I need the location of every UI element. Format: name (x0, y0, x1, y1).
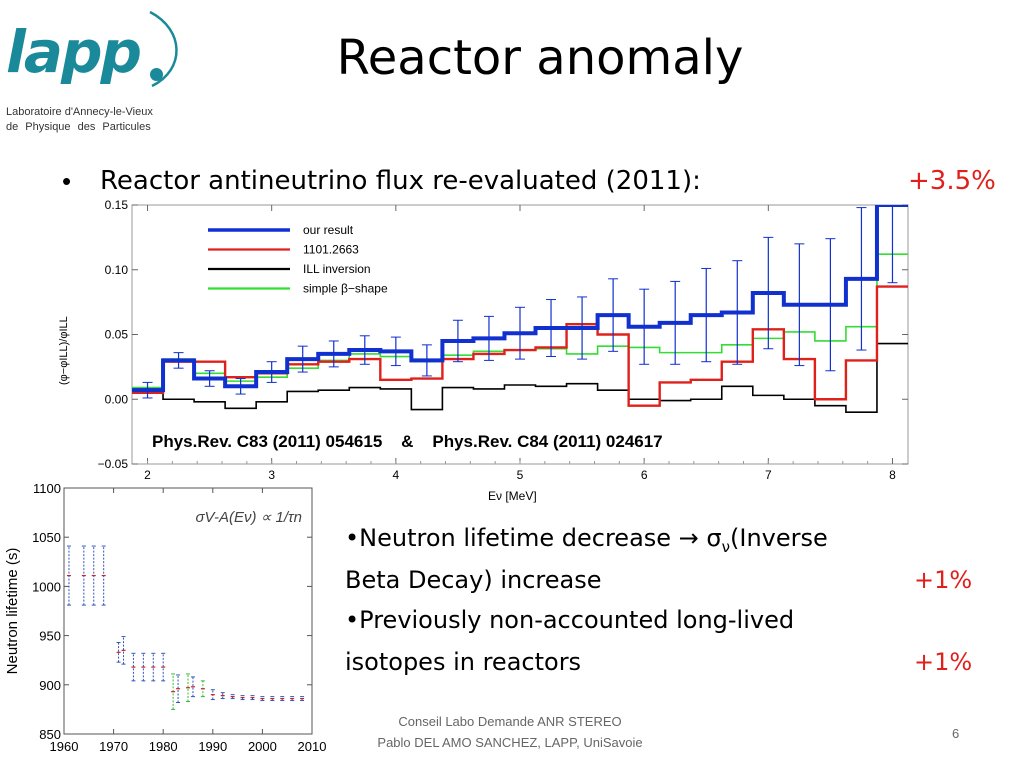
bullet-neutron-post: (Inverse (730, 524, 828, 552)
logo-subtitle-line2: de Physique des Particules (6, 121, 151, 133)
x-tick-label: 7 (765, 468, 772, 482)
n-annotation: σV-A(Eν) ∝ 1/τn (195, 509, 302, 526)
bullet-marker: • (62, 166, 72, 196)
slide-title: Reactor anomaly (336, 30, 744, 86)
x-tick-label: 2 (144, 468, 151, 482)
flux-ratio-chart: −0.05 0.00 0.05 0.10 0.15 2 3 4 5 6 7 8 our result 11… (98, 198, 909, 482)
logo-wordmark: lapp (6, 18, 142, 86)
flux-chart-ylabel: (φ−φILL)/φILL (58, 316, 70, 385)
nplot-frame (63, 487, 313, 735)
bullet-flux-text: Reactor antineutrino flux re-evaluated (… (100, 166, 701, 196)
y-tick-label: 0.00 (105, 392, 129, 406)
n-y-tick-label: 950 (39, 629, 61, 644)
legend-label: ILL inversion (303, 262, 371, 276)
n-x-tick-label: 1960 (50, 739, 79, 754)
n-y-tick-label: 850 (39, 727, 61, 742)
legend-label: 1101.2663 (303, 243, 359, 257)
series-line-2 (132, 342, 908, 413)
n-x-tick-label: 1980 (149, 739, 178, 754)
bullet-isotopes-line2: isotopes in reactors (345, 648, 582, 676)
bullet-isotopes-line1: •Previously non-accounted long-lived (345, 606, 795, 634)
flux-chart-xlabel: Eν [MeV] (488, 489, 537, 503)
n-x-tick-label: 1990 (198, 739, 227, 754)
series-group (132, 205, 908, 413)
n-y-tick-label: 1000 (32, 579, 61, 594)
x-tick-label: 4 (392, 468, 399, 482)
series-line-0 (132, 205, 908, 393)
lapp-logo: lapp Laboratoire d'Annecy-le-Vieux de Ph… (0, 0, 190, 140)
footer-line1: Conseil Labo Demande ANR STEREO (398, 714, 622, 729)
x-tick-label: 5 (517, 468, 524, 482)
y-tick-label: 0.15 (105, 198, 129, 212)
footer-line2: Pablo DEL AMO SANCHEZ, LAPP, UniSavoie (377, 735, 643, 750)
reference-citation: Phys.Rev. C83 (2011) 054615 & Phys.Rev. … (152, 432, 663, 451)
bullet-isotopes-percent: +1% (914, 648, 973, 676)
bullet-neutron-line1: •Neutron lifetime decrease → σν(Inverse (345, 524, 828, 556)
logo-subtitle-line1: Laboratoire d'Annecy-le-Vieux (6, 106, 153, 118)
n-y-tick-label: 1100 (33, 481, 61, 496)
n-x-tick-label: 2000 (248, 739, 277, 754)
page-number: 6 (952, 726, 960, 741)
n-y-tick-label: 900 (39, 678, 61, 693)
legend-label: our result (303, 223, 354, 237)
x-tick-label: 8 (889, 468, 896, 482)
bullet-neutron-line2: Beta Decay) increase (345, 566, 602, 594)
y-tick-label: −0.05 (98, 457, 129, 471)
neutron-lifetime-chart: 850 900 950 1000 1050 1100 1960 1970 1980 1990 200… (4, 481, 327, 754)
legend-label: simple β−shape (303, 282, 388, 296)
sigma-subscript: ν (721, 537, 731, 556)
bullet-flux-percent: +3.5% (908, 166, 996, 196)
n-ylabel: Neutron lifetime (s) (4, 548, 21, 675)
logo-dot (150, 68, 163, 81)
bullet-neutron-pre: •Neutron lifetime decrease → σ (345, 524, 722, 552)
y-tick-label: 0.10 (105, 263, 129, 277)
bullet-neutron-percent: +1% (914, 566, 973, 594)
n-x-tick-label: 2010 (298, 739, 327, 754)
x-tick-label: 6 (641, 468, 648, 482)
x-tick-label: 3 (268, 468, 275, 482)
n-x-tick-label: 1970 (99, 739, 128, 754)
y-tick-label: 0.05 (105, 328, 129, 342)
logo-swoosh (149, 10, 178, 88)
n-y-tick-label: 1050 (32, 530, 61, 545)
